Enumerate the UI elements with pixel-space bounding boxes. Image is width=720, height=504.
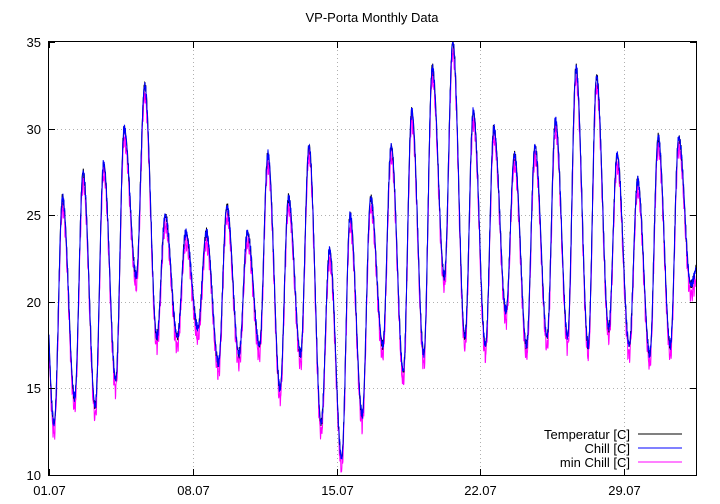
legend-item-chill: Chill [C]	[584, 441, 682, 456]
axis-ticks: 10 15 20 25 30 35 01.07 08.07 15.07 22.07 29.07	[27, 35, 696, 498]
legend-label-temperatur: Temperatur [C]	[544, 427, 630, 442]
plot-frame	[48, 41, 697, 476]
y-tick-label: 15	[27, 381, 41, 396]
y-tick-label: 30	[27, 122, 41, 137]
series-line-chill-c	[48, 41, 697, 460]
y-tick-label: 35	[27, 35, 41, 50]
x-tick-label: 15.07	[321, 483, 354, 498]
x-tick-label: 08.07	[177, 483, 210, 498]
y-tick-label: 20	[27, 295, 41, 310]
legend-label-chill: Chill [C]	[584, 441, 630, 456]
y-tick-label: 10	[27, 468, 41, 483]
legend-item-temperatur: Temperatur [C]	[544, 427, 682, 442]
x-tick-label: 29.07	[608, 483, 641, 498]
series-line-min-chill-c	[48, 46, 697, 473]
legend: Temperatur [C] Chill [C] min Chill [C]	[544, 427, 682, 470]
x-tick-label: 22.07	[464, 483, 497, 498]
y-tick-label: 25	[27, 208, 41, 223]
x-tick-label: 01.07	[33, 483, 66, 498]
chart-title: VP-Porta Monthly Data	[306, 10, 440, 25]
series-layer	[48, 41, 697, 473]
legend-label-min-chill: min Chill [C]	[560, 455, 630, 470]
legend-item-min-chill: min Chill [C]	[560, 455, 682, 470]
